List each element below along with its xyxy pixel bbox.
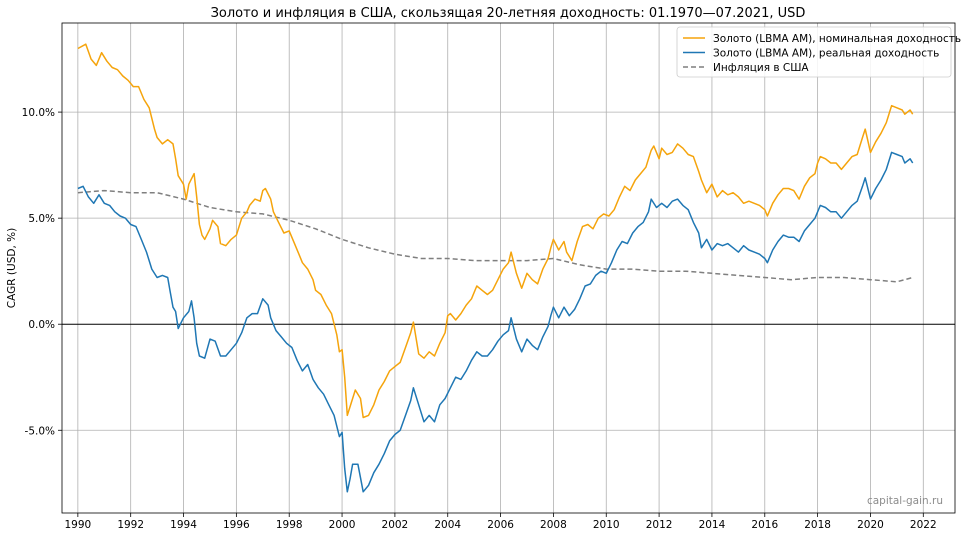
chart-title: Золото и инфляция в США, скользящая 20-л… bbox=[211, 6, 806, 21]
x-tick-label: 2020 bbox=[857, 519, 884, 531]
x-tick-label: 1998 bbox=[276, 519, 303, 531]
y-axis-label: CAGR (USD, %) bbox=[6, 228, 18, 308]
x-tick-label: 1996 bbox=[223, 519, 250, 531]
x-tick-label: 2022 bbox=[910, 519, 937, 531]
y-axis: -5.0% 0.0% 5.0% 10.0% bbox=[22, 107, 62, 437]
x-tick-label: 2016 bbox=[751, 519, 778, 531]
grid bbox=[62, 23, 955, 513]
x-tick-label: 2012 bbox=[646, 519, 673, 531]
x-tick-label: 1990 bbox=[64, 519, 91, 531]
watermark: capital-gain.ru bbox=[867, 495, 943, 507]
x-tick-label: 2014 bbox=[699, 519, 726, 531]
x-axis: 1990 1992 1994 1996 1998 2000 2002 2004 2006 2008… bbox=[64, 513, 937, 531]
legend-box bbox=[676, 26, 952, 78]
legend-label: Золото (LBMA AM), реальная доходность bbox=[713, 48, 939, 60]
series-line-3 bbox=[77, 189, 913, 283]
plot-frame bbox=[61, 22, 956, 514]
x-tick-label: 2000 bbox=[329, 519, 356, 531]
x-tick-label: 2008 bbox=[540, 519, 567, 531]
legend-label: Золото (LBMA AM), номинальная доходность bbox=[713, 33, 961, 45]
x-tick-label: 1994 bbox=[170, 519, 197, 531]
x-tick-label: 2006 bbox=[487, 519, 514, 531]
y-tick-label: 5.0% bbox=[28, 213, 55, 225]
y-tick-label: -5.0% bbox=[25, 425, 55, 437]
series-line-1 bbox=[77, 43, 914, 419]
x-tick-label: 2002 bbox=[382, 519, 409, 531]
legend-label: Инфляция в США bbox=[713, 62, 809, 74]
legend: Золото (LBMA AM), номинальная доходность… bbox=[676, 26, 961, 78]
y-tick-label: 10.0% bbox=[22, 107, 55, 119]
x-tick-label: 1992 bbox=[117, 519, 144, 531]
x-tick-label: 2010 bbox=[593, 519, 620, 531]
series-line-2 bbox=[77, 151, 914, 493]
x-tick-label: 2018 bbox=[804, 519, 831, 531]
y-tick-label: 0.0% bbox=[28, 319, 55, 331]
series-lines bbox=[77, 43, 914, 493]
x-tick-label: 2004 bbox=[434, 519, 461, 531]
